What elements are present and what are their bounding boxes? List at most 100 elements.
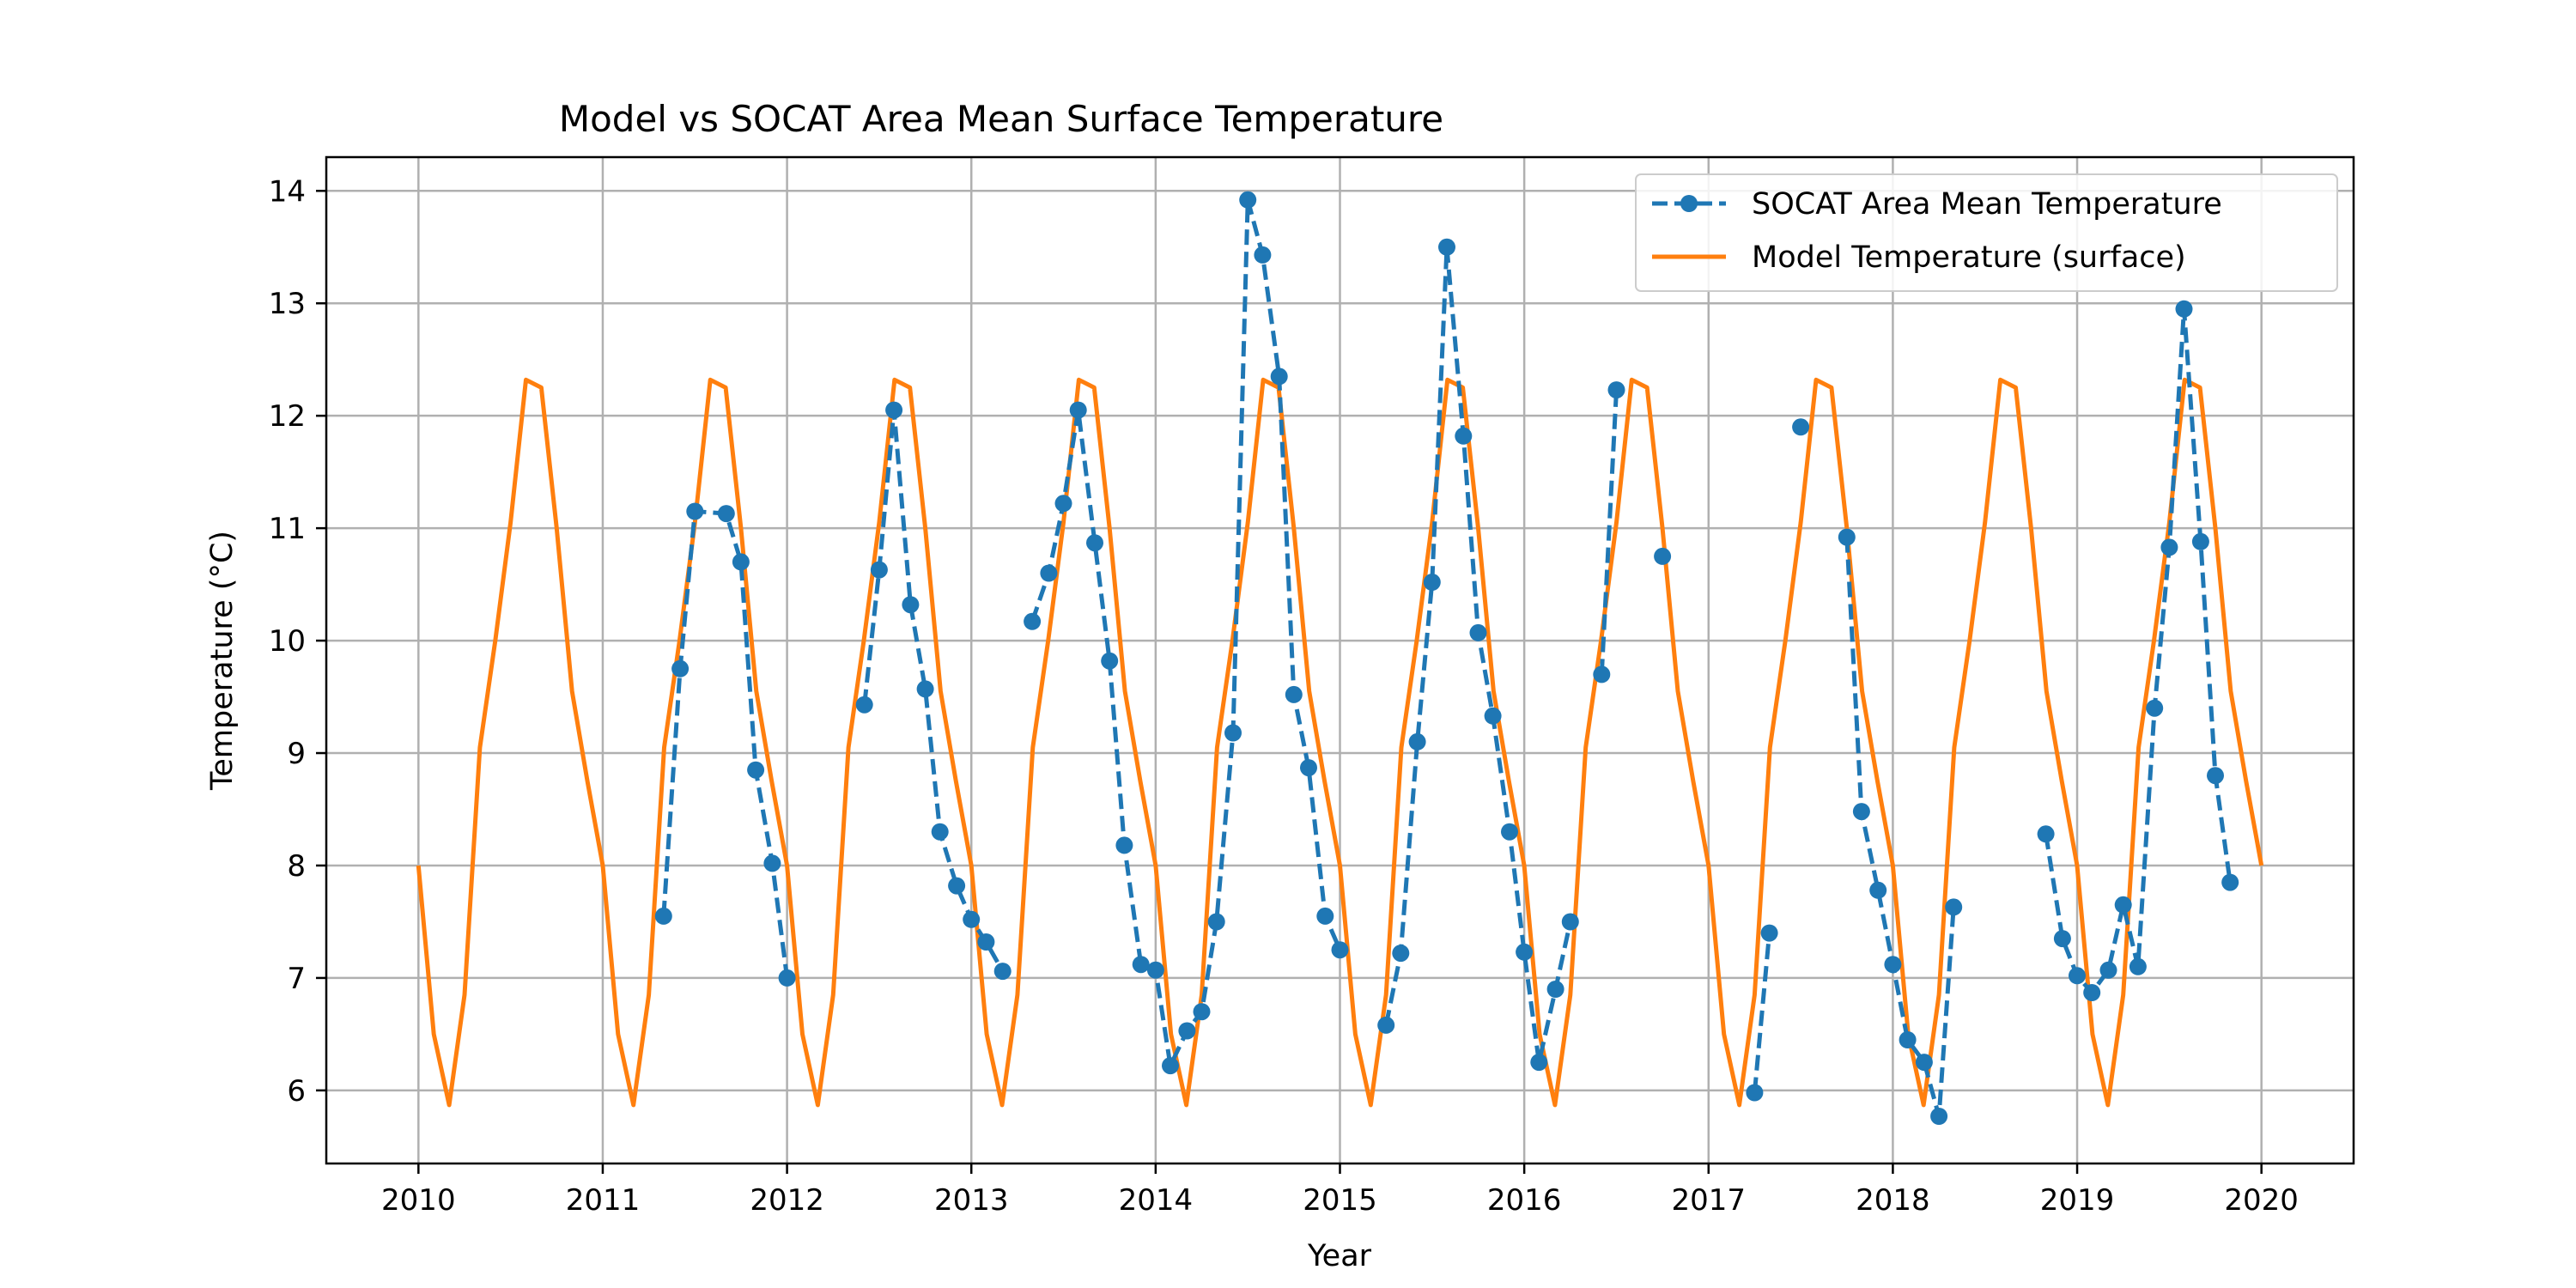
legend-socat-marker xyxy=(1680,195,1698,212)
socat-temperature-point xyxy=(1607,381,1625,399)
socat-temperature-point xyxy=(1654,547,1672,565)
axis-ticks: 2010 2011 2012 2013 2014 2015 2016 2017 2018 2019… xyxy=(269,174,2299,1218)
socat-temperature-line xyxy=(862,408,1005,973)
socat-temperature-point xyxy=(2069,967,2086,985)
socat-temperature-point xyxy=(1101,652,1119,670)
socat-temperature-point xyxy=(1040,564,1058,582)
socat-temperature-point xyxy=(1132,956,1150,974)
socat-temperature-point xyxy=(1884,956,1902,974)
x-tick-label: 2018 xyxy=(1856,1183,1930,1218)
socat-temperature-point xyxy=(1501,823,1518,841)
socat-temperature-point xyxy=(654,907,672,925)
socat-temperature-point xyxy=(1024,612,1042,630)
socat-temperature-point xyxy=(1593,665,1611,683)
socat-temperature-point xyxy=(1146,961,1164,979)
socat-temperature-point xyxy=(1178,1022,1196,1040)
socat-temperature-point xyxy=(1270,368,1288,386)
socat-temperature-point xyxy=(2083,984,2101,1001)
socat-temperature-point xyxy=(1408,732,1426,750)
x-tick-label: 2011 xyxy=(566,1183,641,1218)
x-tick-label: 2012 xyxy=(750,1183,824,1218)
legend-model-label: Model Temperature (surface) xyxy=(1752,240,2186,275)
socat-temperature-point xyxy=(1561,913,1579,931)
socat-temperature-point xyxy=(1285,685,1303,703)
chart-title: Model vs SOCAT Area Mean Surface Tempera… xyxy=(559,98,1443,140)
socat-temperature-point xyxy=(1455,427,1473,445)
x-tick-label: 2010 xyxy=(381,1183,456,1218)
socat-temperature-point xyxy=(1054,495,1072,513)
socat-temperature-point xyxy=(1239,191,1257,209)
socat-temperature-point xyxy=(2037,825,2055,843)
socat-temperature-point xyxy=(2146,699,2164,717)
x-tick-label: 2013 xyxy=(934,1183,1009,1218)
socat-temperature-point xyxy=(1915,1054,1933,1072)
socat-temperature-point xyxy=(1162,1057,1179,1075)
socat-temperature-point xyxy=(1746,1084,1764,1102)
socat-temperature-line xyxy=(1844,537,1956,1119)
socat-temperature-point xyxy=(1945,898,1963,916)
socat-temperature-point xyxy=(1207,913,1225,931)
socat-temperature-point xyxy=(1530,1054,1548,1072)
socat-temperature-point xyxy=(902,596,920,614)
socat-temperature-point xyxy=(1392,945,1410,963)
y-axis-title: Temperature (°C) xyxy=(205,531,240,791)
socat-temperature-point xyxy=(686,502,704,520)
socat-temperature-point xyxy=(1115,836,1133,854)
socat-temperature-point xyxy=(1899,1031,1917,1048)
x-tick-label: 2015 xyxy=(1303,1183,1377,1218)
socat-temperature-point xyxy=(885,401,903,419)
socat-temperature-point xyxy=(732,553,750,571)
socat-temperature-line xyxy=(1752,933,1772,1093)
y-tick-label: 9 xyxy=(287,737,306,771)
socat-temperature-point xyxy=(2129,957,2147,975)
socat-temperature-point xyxy=(1760,924,1778,942)
socat-temperature-point xyxy=(1377,1016,1395,1034)
socat-temperature-point xyxy=(1193,1003,1211,1021)
x-axis-title: Year xyxy=(1307,1239,1372,1273)
socat-temperature-point xyxy=(671,659,690,677)
socat-temperature-point xyxy=(778,969,796,987)
socat-series xyxy=(654,191,2239,1125)
socat-temperature-point xyxy=(855,696,873,714)
socat-temperature-point xyxy=(1224,724,1242,742)
socat-temperature-point xyxy=(2207,767,2224,785)
x-tick-label: 2014 xyxy=(1119,1183,1194,1218)
socat-temperature-point xyxy=(1086,534,1103,552)
socat-temperature-point xyxy=(1792,418,1810,436)
socat-temperature-point xyxy=(1331,941,1349,959)
socat-temperature-point xyxy=(747,761,765,779)
socat-temperature-point xyxy=(1069,401,1087,419)
socat-temperature-point xyxy=(2114,896,2132,914)
socat-temperature-point xyxy=(1438,238,1455,256)
y-tick-label: 6 xyxy=(287,1074,306,1109)
socat-temperature-line xyxy=(1599,389,1619,675)
legend-socat-label: SOCAT Area Mean Temperature xyxy=(1752,187,2222,222)
socat-temperature-point xyxy=(2160,538,2178,556)
socat-temperature-point xyxy=(1516,943,1534,961)
x-tick-label: 2019 xyxy=(2040,1183,2115,1218)
socat-temperature-point xyxy=(1838,528,1856,546)
socat-temperature-point xyxy=(1869,881,1887,899)
y-tick-label: 13 xyxy=(269,287,306,321)
socat-temperature-point xyxy=(2175,300,2193,318)
socat-temperature-point xyxy=(1546,981,1564,998)
socat-temperature-point xyxy=(1254,246,1272,264)
x-tick-label: 2020 xyxy=(2224,1183,2299,1218)
socat-temperature-point xyxy=(916,680,934,698)
socat-temperature-point xyxy=(717,505,735,523)
x-tick-label: 2017 xyxy=(1672,1183,1747,1218)
socat-temperature-point xyxy=(2221,873,2239,891)
socat-temperature-point xyxy=(2053,930,2071,948)
x-tick-label: 2016 xyxy=(1487,1183,1562,1218)
socat-temperature-point xyxy=(1930,1108,1948,1125)
socat-temperature-point xyxy=(1300,759,1317,777)
y-tick-label: 12 xyxy=(269,399,306,434)
y-tick-label: 8 xyxy=(287,849,306,884)
legend-box xyxy=(1635,173,2338,292)
socat-temperature-point xyxy=(1316,907,1334,925)
socat-temperature-point xyxy=(1852,803,1870,821)
socat-temperature-point xyxy=(1423,574,1441,591)
socat-temperature-point xyxy=(977,933,995,951)
model-series xyxy=(416,377,2264,1108)
